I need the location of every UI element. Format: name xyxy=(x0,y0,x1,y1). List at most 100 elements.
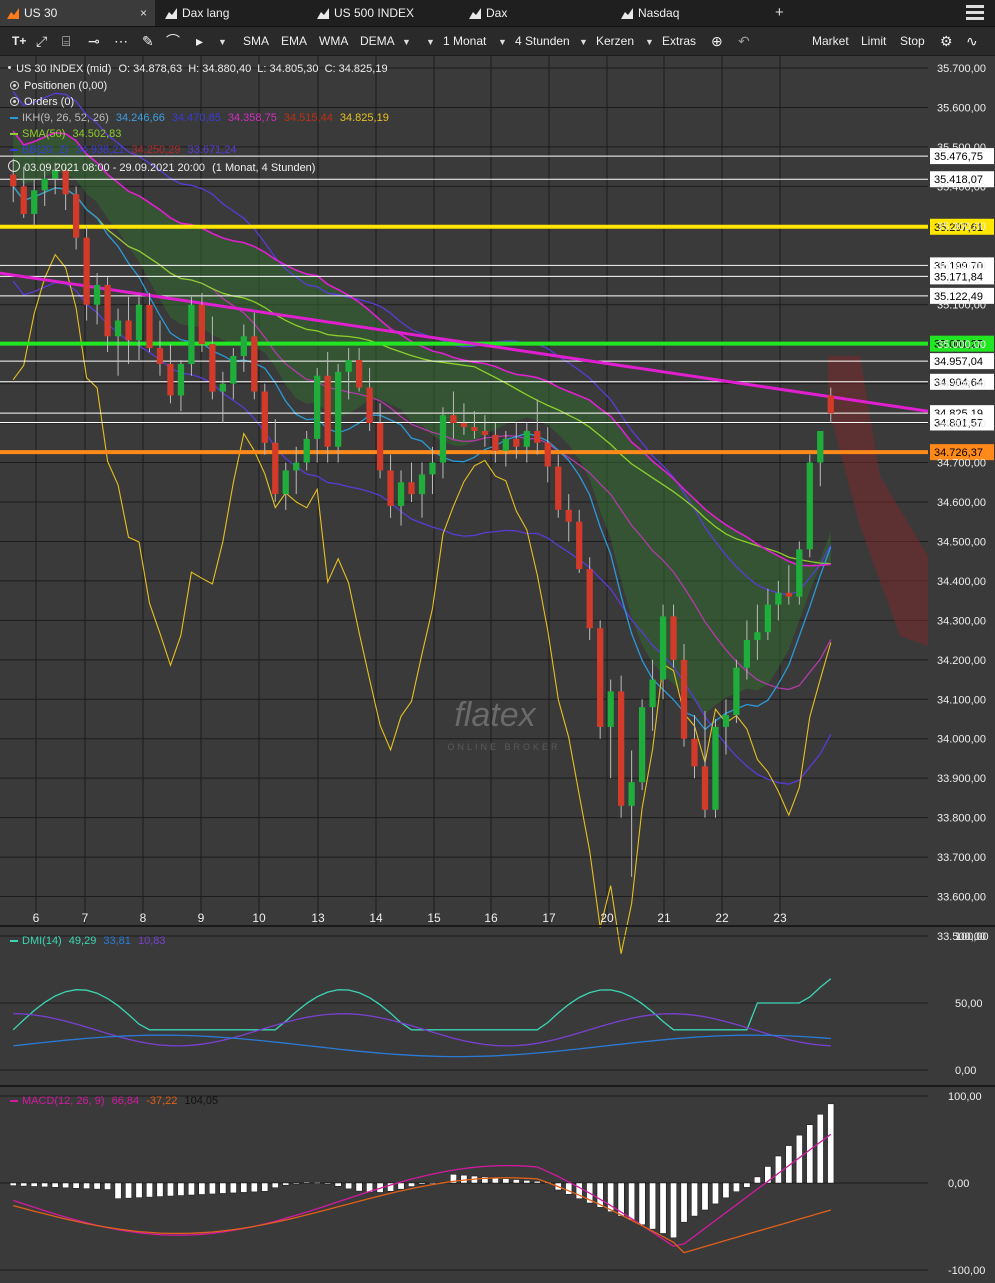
chart-style-select[interactable]: Kerzen xyxy=(596,34,635,48)
y-axis-tick-label: 34.800,00 xyxy=(937,418,986,430)
macd-histogram-bar xyxy=(691,1182,698,1217)
limit-order-button[interactable]: Limit xyxy=(861,34,887,48)
candle-body xyxy=(355,359,363,388)
interval-select[interactable]: 4 Stunden xyxy=(515,34,570,48)
ikh-legend[interactable]: IKH(9, 26, 52, 26) 34.246,66 34.470,85 3… xyxy=(10,112,389,124)
price-level-label-box xyxy=(930,335,994,352)
macd-histogram-bar xyxy=(229,1182,237,1194)
candle-body xyxy=(324,375,331,447)
macd-histogram-bar xyxy=(387,1182,394,1192)
watermark-sub: ONLINE BROKER xyxy=(447,742,560,752)
hamburger-menu-icon[interactable] xyxy=(966,5,984,21)
candle-body xyxy=(366,387,373,424)
macd-histogram-bar xyxy=(607,1182,615,1212)
sma-swatch xyxy=(10,133,18,136)
candle-body xyxy=(555,466,562,510)
macd-histogram-bar xyxy=(617,1182,625,1217)
y-axis-tick-label: 35.200,00 xyxy=(937,260,986,272)
range-detail: (1 Monat, 4 Stunden) xyxy=(212,162,316,174)
bb-mid-value: 34.250,29 xyxy=(131,144,181,156)
macd-histogram-bar xyxy=(764,1166,772,1184)
macd-histogram-bar xyxy=(827,1103,835,1184)
price-level-label-box xyxy=(930,268,994,285)
sma-legend[interactable]: SMA(50) 34.502,83 xyxy=(10,128,121,140)
settings-icon[interactable]: ⚙ xyxy=(940,33,953,49)
x-axis-tick-label: 7 xyxy=(82,911,89,925)
dmi-minus-line xyxy=(13,1013,831,1047)
x-axis-tick-label: 23 xyxy=(773,911,787,925)
price-level-label: 35.418,07 xyxy=(934,174,983,186)
market-order-button[interactable]: Market xyxy=(812,34,849,48)
orders-row[interactable]: Orders (0) xyxy=(10,96,74,108)
macd-histogram-bar xyxy=(712,1182,719,1205)
wma-button[interactable]: WMA xyxy=(319,34,349,48)
candle-body xyxy=(10,174,17,187)
extras-menu[interactable]: Extras xyxy=(662,34,697,48)
macd-histogram-bar xyxy=(502,1178,510,1184)
horizontal-line-icon[interactable]: ⊸ xyxy=(88,33,100,49)
tab-us30[interactable]: US 30 × xyxy=(0,0,155,26)
interval-dropdown-icon[interactable]: ▼ xyxy=(498,37,507,47)
period-select[interactable]: 1 Monat xyxy=(443,34,487,48)
chart-style-dropdown-icon[interactable]: ▼ xyxy=(579,37,588,47)
undo-icon[interactable]: ↶ xyxy=(738,33,750,49)
text-tool-button[interactable]: T+ xyxy=(12,34,27,48)
zoom-icon[interactable]: ⊕ xyxy=(711,33,723,49)
candle-body xyxy=(638,707,646,783)
macd-histogram-bar xyxy=(324,1182,332,1185)
pen-tool-icon[interactable]: ✎ xyxy=(142,33,154,49)
orders-radio-icon[interactable] xyxy=(10,97,19,106)
chart-orange-icon xyxy=(7,8,19,19)
ma-dropdown-icon[interactable]: ▼ xyxy=(402,37,411,47)
indicators-icon[interactable]: ∿ xyxy=(966,33,978,49)
candle-body xyxy=(492,434,499,451)
price-chart[interactable]: 35.476,7535.418,0735.297,6135.199,7035.1… xyxy=(0,56,995,1280)
dmi-swatch xyxy=(10,940,18,943)
stop-order-button[interactable]: Stop xyxy=(900,34,925,48)
dema-button[interactable]: DEMA xyxy=(360,34,395,48)
candle-body xyxy=(272,442,279,495)
macd-histogram-bar xyxy=(93,1182,101,1190)
close-icon[interactable]: × xyxy=(139,6,147,20)
macd-histogram-bar xyxy=(30,1182,38,1187)
tools-dropdown-icon[interactable]: ▼ xyxy=(218,37,227,47)
price-level-label: 34.801,57 xyxy=(934,417,983,429)
line-tool-icon[interactable]: ⤢ xyxy=(36,33,48,49)
macd-legend[interactable]: MACD(12, 26, 9) 66,84 -37,22 104,05 xyxy=(10,1095,218,1107)
arc-tool-icon[interactable]: ⌒ xyxy=(166,33,180,49)
positions-row[interactable]: Positionen (0,00) xyxy=(10,80,107,92)
price-level-label: 35.001,27 xyxy=(934,339,983,351)
candle-body xyxy=(743,640,751,668)
add-tab-button[interactable]: + xyxy=(775,4,784,21)
macd-histogram-bar xyxy=(114,1182,122,1199)
dotted-line-icon[interactable]: ⋯ xyxy=(114,33,128,49)
price-level-label: 34.904,64 xyxy=(934,377,983,389)
chart-icon xyxy=(621,8,633,19)
sma-button[interactable]: SMA xyxy=(243,34,270,48)
tab-label: US 30 xyxy=(24,6,58,20)
period-dropdown-icon[interactable]: ▼ xyxy=(426,37,435,47)
cursor-tool-icon[interactable]: ▸ xyxy=(196,33,204,49)
bb-label: BB(20, 2) xyxy=(22,144,69,156)
tab-nasdaq[interactable]: Nasdaq xyxy=(614,0,764,26)
positions-radio-icon[interactable] xyxy=(10,81,19,90)
tab-dax-lang[interactable]: Dax lang xyxy=(158,0,308,26)
candle-body xyxy=(691,738,698,767)
macd-signal-value: -37,22 xyxy=(146,1095,178,1107)
macd-value: 66,84 xyxy=(111,1095,140,1107)
bb-legend[interactable]: BB(20, 2) 34.938,21 34.250,29 33.671,24 xyxy=(10,144,236,156)
ema-button[interactable]: EMA xyxy=(281,34,308,48)
candle-body xyxy=(83,237,90,305)
candle-body xyxy=(523,430,530,447)
extras-dropdown-icon[interactable]: ▼ xyxy=(645,37,654,47)
chart-area[interactable]: 35.476,75 35.418,07 35.297,61 35.199,70 35.1… xyxy=(0,56,995,1280)
candle-body xyxy=(817,430,824,463)
tab-us500[interactable]: US 500 INDEX xyxy=(310,0,462,26)
fibonacci-tool-icon[interactable]: ⌸ xyxy=(62,33,71,49)
candle-body xyxy=(177,363,185,396)
macd-histogram-bar xyxy=(795,1134,803,1184)
macd-histogram-bar xyxy=(774,1155,782,1184)
dmi-legend[interactable]: DMI(14) 49,29 33,81 10,83 xyxy=(10,935,166,947)
tab-dax[interactable]: Dax xyxy=(462,0,612,26)
macd-histogram-bar xyxy=(313,1182,321,1184)
